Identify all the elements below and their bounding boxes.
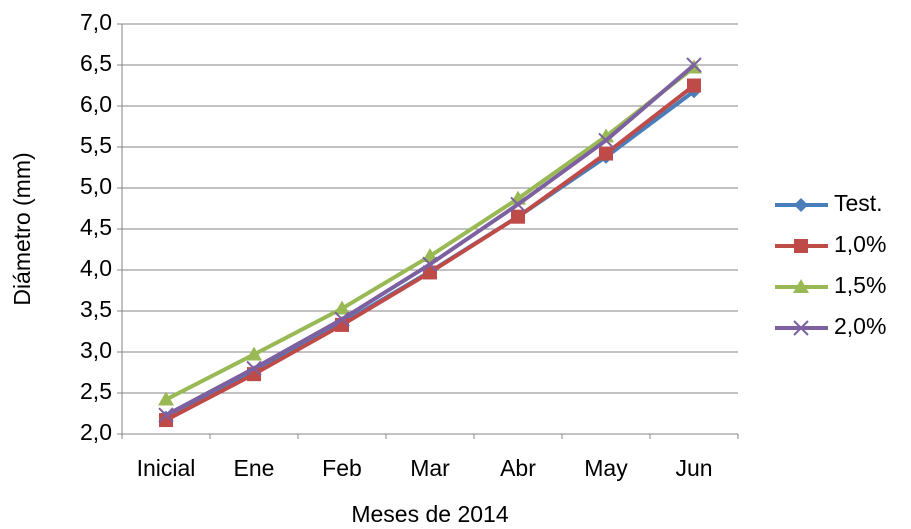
legend-marker [793, 279, 809, 293]
y-tick-label: 3,0 [80, 337, 112, 363]
legend-label: 2,0% [834, 313, 886, 339]
marker [510, 196, 526, 213]
marker [159, 413, 173, 428]
y-tick-label: 2,0 [80, 419, 112, 445]
x-tick-label: Ene [234, 455, 275, 481]
legend-label: Test. [834, 190, 883, 216]
y-axis-title: Diámetro (mm) [9, 152, 35, 305]
marker [686, 57, 702, 73]
marker [422, 248, 438, 263]
x-tick-label: Feb [322, 455, 362, 481]
x-tick-label: Inicial [137, 455, 196, 481]
y-tick-label: 5,0 [80, 173, 112, 199]
marker [422, 256, 438, 272]
y-tick-label: 5,5 [80, 132, 112, 158]
y-tick-label: 2,5 [80, 378, 112, 404]
x-tick-label: Jun [675, 455, 712, 481]
legend-marker [794, 198, 808, 212]
legend-label: 1,0% [834, 231, 886, 257]
marker [158, 391, 174, 406]
legend-label: 1,5% [834, 272, 886, 298]
legend-marker [794, 239, 808, 253]
marker [511, 209, 525, 224]
y-tick-label: 7,0 [80, 9, 112, 35]
x-axis-title: Meses de 2014 [351, 501, 508, 527]
series-line [165, 65, 696, 402]
x-tick-label: Mar [410, 455, 450, 481]
y-tick-label: 3,5 [80, 296, 112, 322]
marker [334, 300, 350, 315]
y-tick-label: 6,5 [80, 50, 112, 76]
y-tick-label: 4,0 [80, 255, 112, 281]
marker [598, 132, 614, 149]
marker [599, 146, 613, 161]
marker [246, 360, 262, 377]
marker [246, 346, 262, 361]
series-line [165, 63, 696, 417]
y-tick-label: 4,5 [80, 214, 112, 240]
y-tick-label: 6,0 [80, 91, 112, 117]
marker [158, 407, 174, 423]
legend-marker [793, 320, 809, 336]
marker [334, 311, 350, 327]
x-tick-label: May [584, 455, 628, 481]
marker [687, 78, 701, 93]
x-tick-label: Abr [500, 455, 536, 481]
